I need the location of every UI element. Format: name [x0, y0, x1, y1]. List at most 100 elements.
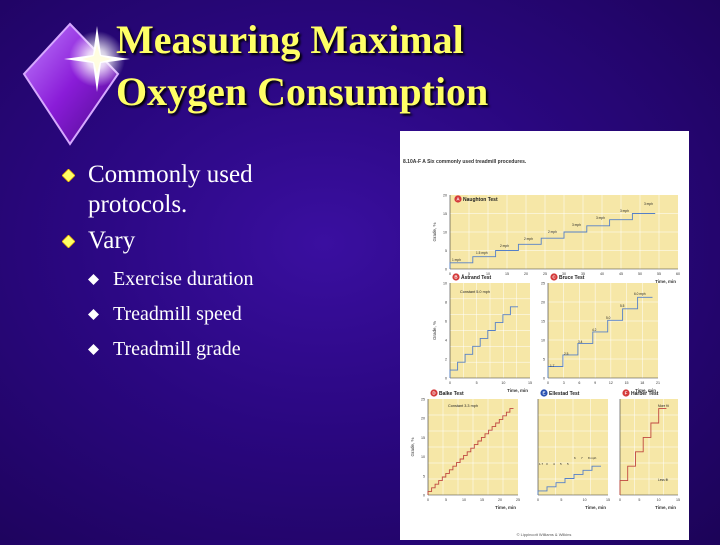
stage-label: 3.4 — [578, 340, 583, 344]
x-tick-label: 10 — [657, 498, 661, 502]
x-tick-label: 0 — [449, 272, 451, 276]
diamond-bullet-icon — [88, 274, 99, 285]
y-tick-label: 15 — [541, 320, 545, 324]
stage-label: 6 — [574, 456, 576, 460]
sub-bullet-text: Treadmill grade — [113, 338, 241, 360]
x-tick-label: 0 — [537, 498, 539, 502]
sub-bullet-item: Treadmill grade — [88, 332, 254, 367]
y-axis-label: Grade, % — [432, 222, 437, 241]
x-axis-label: Time, min — [495, 505, 516, 510]
stage-label: 1.5 mph — [476, 251, 488, 255]
x-tick-label: 30 — [562, 272, 566, 276]
stage-label: 2 mph — [500, 244, 509, 248]
bullet-line: protocols. — [88, 191, 188, 218]
stage-label: 3 mph — [572, 223, 581, 227]
title-line-1: Measuring Maximal — [116, 17, 464, 62]
stage-label: 3 mph — [596, 216, 605, 220]
x-tick-label: 15 — [480, 498, 484, 502]
panel-title: Naughton Test — [463, 197, 498, 203]
x-tick-label: 5 — [638, 498, 640, 502]
x-tick-label: 10 — [462, 498, 466, 502]
panel-title: Balke Test — [439, 391, 464, 397]
panel-letter: E — [542, 391, 545, 396]
treadmill-protocols-figure: 8.10A-F A Six commonly used treadmill pr… — [400, 131, 689, 540]
x-tick-label: 5 — [468, 272, 470, 276]
x-tick-label: 15 — [606, 498, 610, 502]
stage-label: 1 mph — [452, 258, 461, 262]
y-tick-label: 8 — [445, 301, 447, 305]
y-axis-label: Grade, % — [410, 437, 415, 456]
x-tick-label: 0 — [427, 498, 429, 502]
x-tick-label: 5 — [476, 381, 478, 385]
x-tick-label: 60 — [676, 272, 680, 276]
x-axis-label: Time, min — [507, 388, 528, 393]
stage-label: 2 mph — [548, 230, 557, 234]
x-tick-label: 15 — [528, 381, 532, 385]
y-tick-label: 15 — [421, 436, 425, 440]
x-tick-label: 0 — [449, 381, 451, 385]
x-tick-label: 3 — [563, 381, 565, 385]
diamond-bullet-icon — [88, 309, 99, 320]
x-tick-label: 5 — [445, 498, 447, 502]
y-tick-label: 10 — [421, 455, 425, 459]
stage-label: 5 — [567, 462, 569, 466]
y-tick-label: 5 — [543, 358, 545, 362]
stage-label: 2 mph — [524, 237, 533, 241]
protocol-step-line — [547, 296, 653, 378]
stage-label: 8 mph — [588, 456, 597, 460]
stage-label: 1.7 — [539, 462, 544, 466]
x-tick-label: 6 — [578, 381, 580, 385]
stage-label: 4.2 — [592, 328, 597, 332]
x-tick-label: 40 — [600, 272, 604, 276]
y-tick-label: 15 — [443, 212, 447, 216]
x-tick-label: 21 — [656, 381, 660, 385]
panel-letter: D — [432, 391, 436, 396]
harber-label: Less fit — [658, 478, 668, 482]
protocol-step-line — [537, 465, 601, 495]
x-tick-label: 10 — [501, 381, 505, 385]
bullet-list: Commonly used protocols. Vary Exercise d… — [62, 160, 254, 367]
panel-letter-badge — [550, 273, 558, 281]
diamond-bullet-icon — [88, 344, 99, 355]
x-tick-label: 15 — [676, 498, 680, 502]
panel-letter: C — [552, 275, 556, 280]
protocol-step-line — [449, 213, 656, 269]
x-axis-label: Time, min — [635, 388, 656, 393]
stage-label: 1.7 — [550, 364, 555, 368]
x-tick-label: 50 — [638, 272, 642, 276]
x-tick-label: 55 — [657, 272, 661, 276]
x-tick-label: 25 — [543, 272, 547, 276]
stage-label: 5.5 — [620, 304, 625, 308]
panel-letter-badge — [540, 389, 548, 397]
y-tick-label: 20 — [443, 194, 447, 198]
y-tick-label: 6 — [445, 320, 447, 324]
panel-letter-badge — [622, 389, 630, 397]
x-tick-label: 12 — [609, 381, 613, 385]
x-tick-label: 15 — [505, 272, 509, 276]
sub-bullet-text: Exercise duration — [113, 268, 254, 290]
stage-label: 4 — [553, 462, 555, 466]
y-tick-label: 5 — [423, 474, 425, 478]
slide-title: Measuring Maximal Oxygen Consumption — [116, 14, 488, 118]
y-tick-label: 20 — [541, 301, 545, 305]
protocol-step-line — [449, 306, 518, 378]
sub-bullet-item: Exercise duration — [88, 262, 254, 297]
y-tick-label: 2 — [445, 358, 447, 362]
panel-letter-badge — [452, 273, 460, 281]
y-tick-label: 0 — [445, 377, 447, 381]
stage-label: 3 — [546, 462, 548, 466]
x-axis-label: Time, min — [585, 505, 606, 510]
star-logo-icon — [22, 22, 130, 146]
panel-note: Constant 5.0 mph — [460, 290, 490, 294]
panel-letter: A — [456, 197, 460, 202]
y-axis-label: Grade, % — [432, 321, 437, 340]
stage-label: 6.0 mph — [634, 292, 646, 296]
panel-title: Harber Test — [631, 391, 659, 397]
y-tick-label: 0 — [543, 377, 545, 381]
bullet-line: Commonly used — [88, 161, 253, 188]
bullet-text: Vary — [88, 227, 136, 254]
sub-bullet-item: Treadmill speed — [88, 297, 254, 332]
bullet-item: Vary — [62, 226, 254, 256]
stage-label: 2.5 — [564, 352, 569, 356]
y-tick-label: 5 — [445, 249, 447, 253]
